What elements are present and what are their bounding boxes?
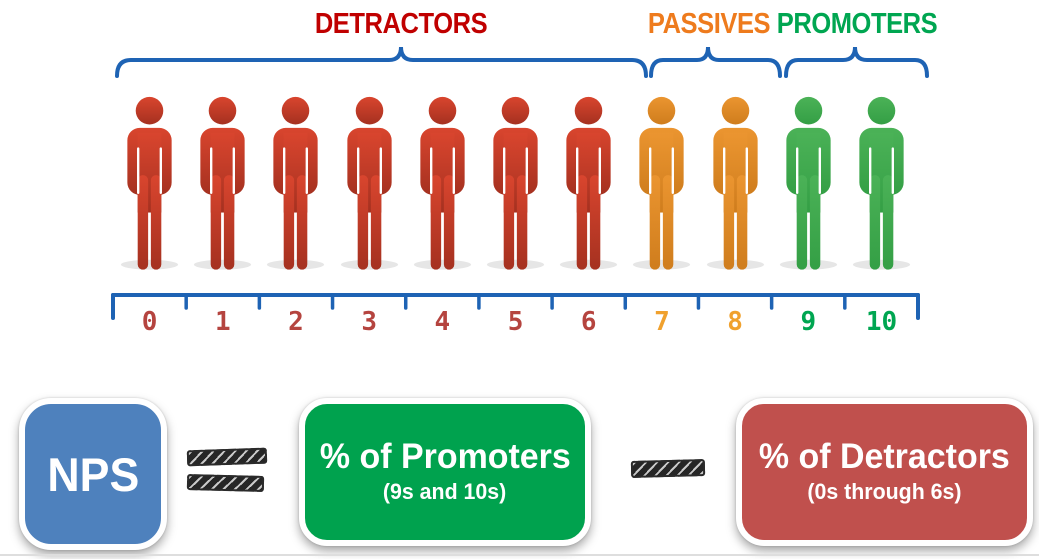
detractors-percent-box: % of Detractors (0s through 6s) <box>736 398 1033 546</box>
scale-number-8: 8 <box>727 307 743 337</box>
scale-number-1: 1 <box>214 307 231 337</box>
promoters-percent-box: % of Promoters (9s and 10s) <box>299 398 591 546</box>
scale-number-0: 0 <box>141 307 158 337</box>
figure-cell-1 <box>186 96 259 272</box>
scale-number-6: 6 <box>580 307 597 337</box>
person-figure <box>560 96 618 270</box>
score-ruler <box>111 293 920 320</box>
scale-number-7: 7 <box>654 307 670 337</box>
detractors-box-title: % of Detractors <box>759 437 1010 477</box>
figure-cell-0 <box>113 96 186 272</box>
scale-numbers-row: 0 1 2 3 4 5 6 7 8 9 10 <box>113 305 918 339</box>
person-figures-row <box>113 92 918 272</box>
passives-label: PASSIVES <box>647 8 771 40</box>
promoters-box-title: % of Promoters <box>319 437 571 477</box>
group-braces <box>115 46 929 78</box>
person-figure <box>267 96 325 270</box>
scale-number-4: 4 <box>434 307 451 337</box>
figure-cell-7 <box>625 96 698 272</box>
person-figure <box>340 96 398 270</box>
person-figure <box>413 96 471 270</box>
bottom-divider <box>0 554 1039 556</box>
promoters-label: PROMOTERS <box>776 8 938 40</box>
scale-number-3: 3 <box>361 307 377 337</box>
passives-brace-icon <box>649 46 782 78</box>
scale-number-5: 5 <box>507 307 524 337</box>
detractors-label: DETRACTORS <box>314 8 488 40</box>
nps-label: NPS <box>47 447 139 501</box>
figure-cell-5 <box>479 96 552 272</box>
figure-cell-9 <box>772 96 845 272</box>
equals-bottom-bar <box>186 473 265 493</box>
minus-icon <box>630 459 706 478</box>
nps-box: NPS <box>19 398 167 550</box>
detractors-brace-icon <box>115 46 648 78</box>
scale-number-2: 2 <box>288 307 304 337</box>
promoters-box-subtitle: (9s and 10s) <box>383 478 507 504</box>
person-figure <box>779 96 837 270</box>
figure-cell-3 <box>333 96 406 272</box>
person-figure <box>852 96 911 270</box>
person-figure <box>633 96 691 270</box>
equals-top-bar <box>186 447 268 467</box>
figure-cell-8 <box>699 96 772 272</box>
person-figure <box>486 96 545 270</box>
promoters-brace-icon <box>784 46 929 78</box>
figure-cell-4 <box>406 96 479 272</box>
figure-cell-2 <box>259 96 332 272</box>
person-figure <box>194 96 252 270</box>
figure-cell-6 <box>552 96 625 272</box>
equals-icon <box>186 447 268 493</box>
person-figure <box>706 96 764 270</box>
detractors-box-subtitle: (0s through 6s) <box>807 478 962 504</box>
scale-number-10: 10 <box>865 307 898 337</box>
scale-number-9: 9 <box>800 307 817 337</box>
figure-cell-10 <box>845 96 918 272</box>
person-figure <box>121 96 179 270</box>
